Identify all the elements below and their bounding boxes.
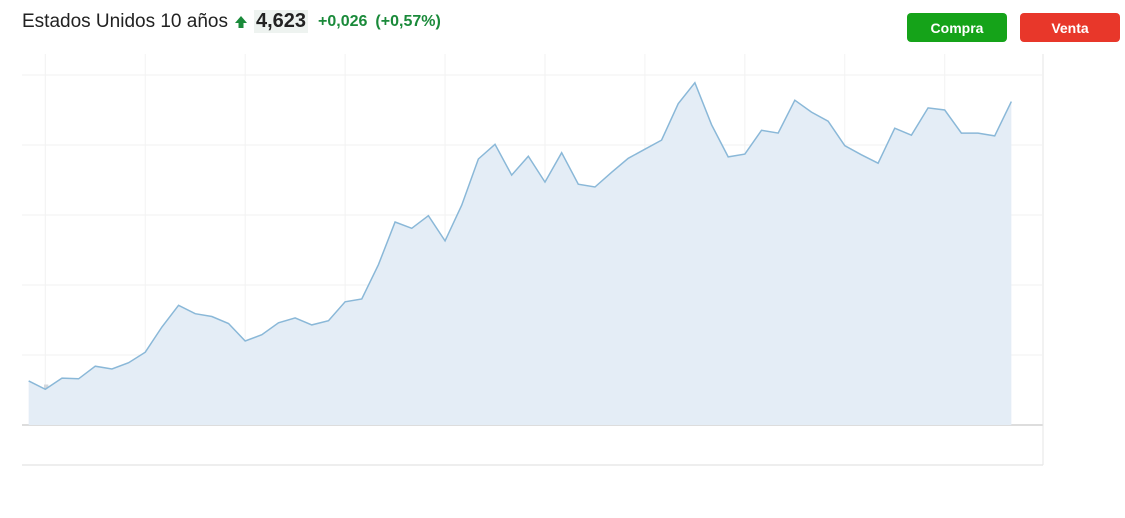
watermark: Investing.com: [42, 379, 208, 412]
sell-button[interactable]: Venta: [1020, 13, 1120, 42]
change-pct: (+0,57%): [375, 12, 441, 30]
price: 4,623: [253, 10, 309, 33]
watermark-suffix: .com: [165, 385, 208, 407]
buy-button[interactable]: Compra: [907, 13, 1007, 42]
change: +0,026: [318, 12, 368, 30]
area-fill: [28, 82, 1012, 425]
price-line: [28, 81, 1013, 391]
title: Estados Unidos 10 años: [22, 10, 228, 32]
header: Estados Unidos 10 años jul2021jul2022jul…: [22, 10, 441, 33]
up-arrow: jul2021jul2022jul2023jul2024jul20251,002…: [234, 15, 247, 28]
watermark-main: Investing: [42, 379, 165, 412]
